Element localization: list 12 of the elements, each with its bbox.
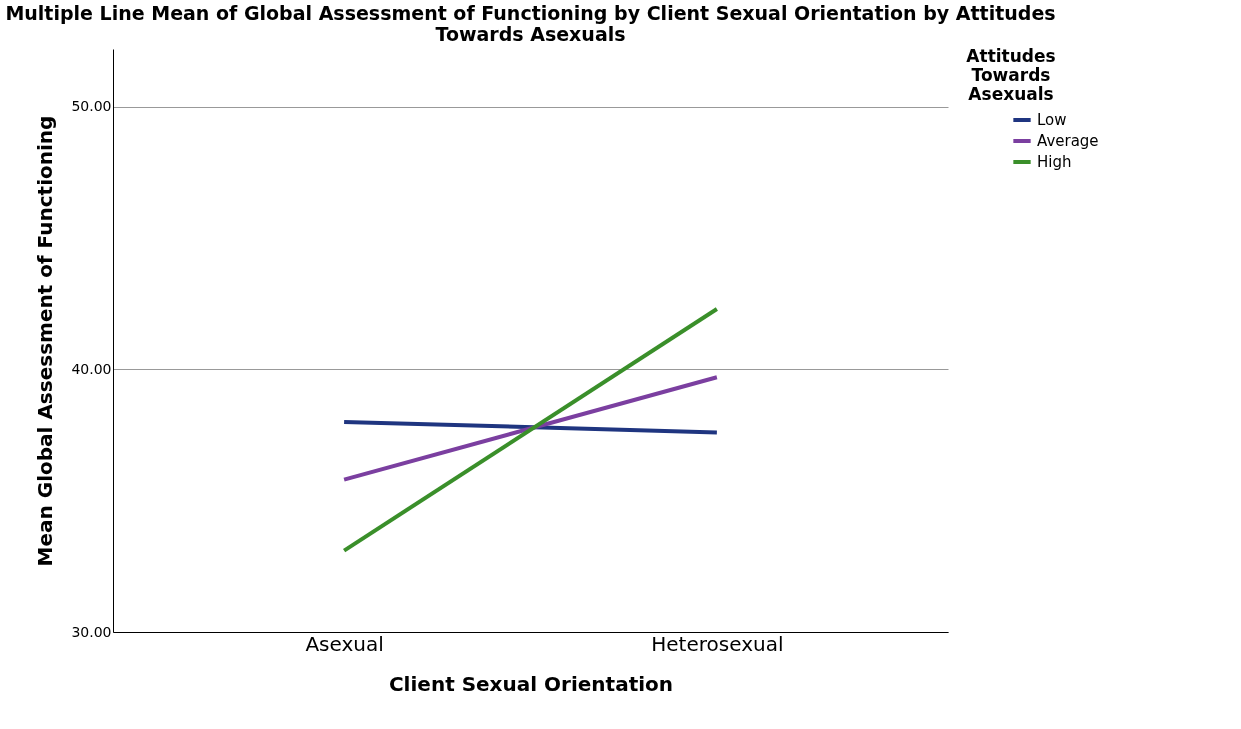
y-axis-title: Mean Global Assessment of Functioning: [33, 115, 58, 567]
x-tick-label: Heterosexual: [651, 631, 784, 656]
legend-title: Attitudes Towards Asexuals: [966, 46, 1056, 104]
chart-title: Multiple Line Mean of Global Assessment of Functioning by Client Sexual Orientation by Attitudes Towards Asexuals: [5, 2, 1056, 45]
legend-label: Low: [1037, 111, 1067, 129]
legend-label: High: [1037, 153, 1072, 171]
legend-label: Average: [1037, 132, 1099, 150]
y-tick-label: 30.00: [71, 623, 112, 640]
x-axis-title: Client Sexual Orientation: [388, 671, 674, 696]
x-tick-label: Asexual: [305, 631, 384, 656]
y-tick-label: 50.00: [71, 98, 112, 115]
y-tick-label: 40.00: [71, 360, 112, 377]
